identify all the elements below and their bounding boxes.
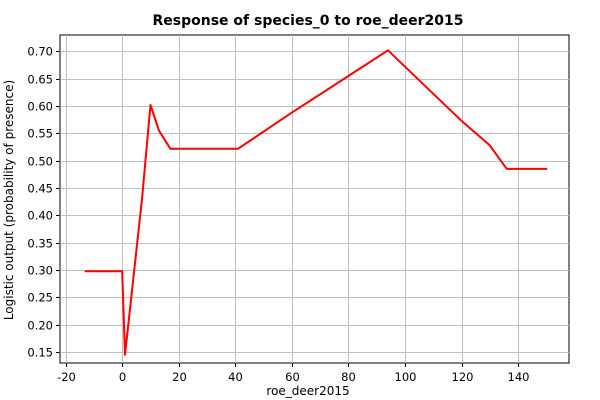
y-tick-label: 0.15 (27, 346, 53, 360)
y-tick-label: 0.50 (27, 155, 53, 169)
x-tick-label: 0 (119, 370, 126, 384)
x-tick-label: -20 (57, 370, 76, 384)
y-tick-label: 0.55 (27, 127, 53, 141)
x-tick-label: 140 (508, 370, 530, 384)
x-tick-label: 80 (341, 370, 356, 384)
y-tick-label: 0.25 (27, 291, 53, 305)
y-tick-label: 0.65 (27, 73, 53, 87)
y-tick-label: 0.20 (27, 319, 53, 333)
x-tick-label: 60 (285, 370, 300, 384)
y-tick-label: 0.60 (27, 100, 53, 114)
x-tick-label: 100 (395, 370, 417, 384)
x-axis: -20 0 20 40 60 80 100 120 140 (57, 363, 529, 384)
y-tick-label: 0.40 (27, 209, 53, 223)
y-tick-label: 0.45 (27, 182, 53, 196)
plot-area (59, 34, 570, 364)
x-tick-label: 120 (452, 370, 474, 384)
x-tick-label: 20 (172, 370, 187, 384)
y-tick-label: 0.35 (27, 237, 53, 251)
grid-lines (60, 35, 569, 363)
x-tick-label: 40 (228, 370, 243, 384)
y-axis: 0.15 0.20 0.25 0.30 0.35 0.40 0.45 0.50 0.55 0.60… (27, 45, 60, 360)
series-layer (84, 49, 548, 356)
y-tick-label: 0.30 (27, 264, 53, 278)
chart-title: Response of species_0 to roe_deer2015 (153, 13, 464, 29)
y-tick-label: 0.70 (27, 45, 53, 59)
response-curve (84, 49, 548, 356)
x-axis-label: roe_deer2015 (266, 384, 349, 398)
y-axis-label: Logistic output (probability of presence… (2, 80, 16, 320)
